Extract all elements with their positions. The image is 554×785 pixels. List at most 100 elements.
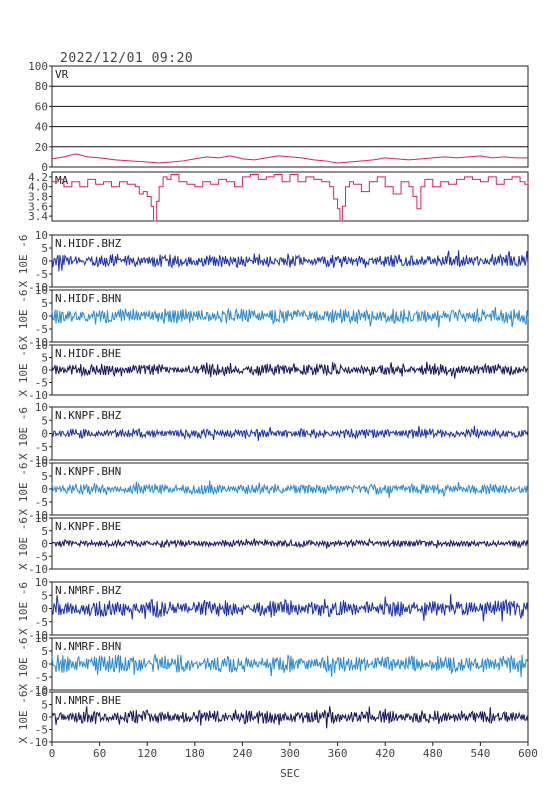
panel-label: N.HIDF.BHE bbox=[55, 347, 121, 360]
y-tick-label: -5 bbox=[35, 616, 48, 629]
y-tick-label: 3.8 bbox=[28, 191, 48, 204]
y-tick-label: 0 bbox=[41, 538, 48, 551]
y-tick-label: -10 bbox=[28, 389, 48, 402]
y-tick-label: 5 bbox=[41, 589, 48, 602]
y-tick-label: -10 bbox=[28, 454, 48, 467]
y-tick-label: 5 bbox=[41, 352, 48, 365]
y-tick-label: 5 bbox=[41, 699, 48, 712]
y-tick-label: 10 bbox=[35, 284, 48, 297]
x-tick-label: 600 bbox=[518, 747, 538, 760]
chart-title: 2022/12/01 09:20 bbox=[60, 51, 193, 66]
y-tick-label: 10 bbox=[35, 401, 48, 414]
y-tick-label: -5 bbox=[35, 441, 48, 454]
y-axis-label: X 10E -6 bbox=[17, 691, 30, 744]
y-tick-label: -10 bbox=[28, 736, 48, 749]
y-tick-label: 5 bbox=[41, 470, 48, 483]
y-tick-label: -10 bbox=[28, 629, 48, 642]
y-tick-label: 0 bbox=[41, 310, 48, 323]
y-tick-label: 10 bbox=[35, 632, 48, 645]
panel-label: N.KNPF.BHN bbox=[55, 465, 121, 478]
x-tick-label: 120 bbox=[137, 747, 157, 760]
y-tick-label: 10 bbox=[35, 512, 48, 525]
y-tick-label: 60 bbox=[35, 100, 48, 113]
panel-frame bbox=[51, 637, 529, 691]
y-tick-label: 0 bbox=[41, 658, 48, 671]
y-tick-label: 10 bbox=[35, 229, 48, 242]
y-tick-label: -5 bbox=[35, 323, 48, 336]
y-tick-label: 4.0 bbox=[28, 181, 48, 194]
y-tick-label: 40 bbox=[35, 121, 48, 134]
panel-vr: 100 80 60 40 20 0 VR bbox=[28, 60, 529, 174]
y-tick-label: 5 bbox=[41, 242, 48, 255]
y-axis-label: X 10E -6 bbox=[17, 235, 30, 288]
y-tick-label: 0 bbox=[41, 483, 48, 496]
y-tick-label: 0 bbox=[41, 711, 48, 724]
y-tick-label: -5 bbox=[35, 550, 48, 563]
x-tick-label: 360 bbox=[328, 747, 348, 760]
y-tick-label: 0 bbox=[41, 161, 48, 174]
y-tick-label: -10 bbox=[28, 336, 48, 349]
y-axis-label: X 10E -6 bbox=[17, 582, 30, 635]
y-tick-label: 5 bbox=[41, 414, 48, 427]
panel-label: VR bbox=[55, 68, 69, 81]
waveform bbox=[51, 361, 529, 379]
waveform bbox=[51, 537, 529, 549]
y-tick-label: 10 bbox=[35, 686, 48, 699]
y-tick-label: -5 bbox=[35, 496, 48, 509]
y-tick-label: 0 bbox=[41, 364, 48, 377]
x-axis-label: SEC bbox=[280, 767, 300, 780]
x-tick-label: 180 bbox=[185, 747, 205, 760]
y-tick-label: 0 bbox=[41, 255, 48, 268]
waveform bbox=[51, 250, 529, 272]
y-tick-label: -10 bbox=[28, 281, 48, 294]
waveform bbox=[51, 706, 529, 729]
y-tick-label: 80 bbox=[35, 80, 48, 93]
y-tick-label: 4.2 bbox=[28, 171, 48, 184]
panel-label: MA bbox=[55, 174, 69, 187]
y-tick-label: -10 bbox=[28, 509, 48, 522]
x-tick-label: 480 bbox=[423, 747, 443, 760]
y-tick-label: 10 bbox=[35, 457, 48, 470]
panel-label: N.HIDF.BHN bbox=[55, 292, 121, 305]
y-tick-label: 20 bbox=[35, 141, 48, 154]
panel-ma: 4.24.03.83.63.4 MA bbox=[28, 171, 529, 223]
y-tick-label: 0 bbox=[41, 603, 48, 616]
y-tick-label: 100 bbox=[28, 60, 48, 73]
x-tick-label: 420 bbox=[375, 747, 395, 760]
y-tick-label: 0 bbox=[41, 428, 48, 441]
panel-label: N.NMRF.BHE bbox=[55, 694, 121, 707]
y-tick-label: -5 bbox=[35, 724, 48, 737]
y-tick-label: 5 bbox=[41, 645, 48, 658]
y-axis-label: X 10E -6 bbox=[17, 407, 30, 460]
y-tick-label: -5 bbox=[35, 671, 48, 684]
x-tick-label: 540 bbox=[470, 747, 490, 760]
series-line-ma bbox=[52, 173, 529, 222]
y-axis-label: X 10E -6 bbox=[17, 463, 30, 516]
y-tick-label: -5 bbox=[35, 268, 48, 281]
y-axis-label: X 10E -6 bbox=[17, 290, 30, 343]
series-line-vr bbox=[51, 153, 528, 164]
x-tick-label: 60 bbox=[93, 747, 106, 760]
panels-group: 100806040200VR4.24.03.83.63.4MA1050-5-10… bbox=[17, 60, 538, 760]
panel-label: N.NMRF.BHN bbox=[55, 640, 121, 653]
x-tick-label: 300 bbox=[280, 747, 300, 760]
y-tick-label: -5 bbox=[35, 377, 48, 390]
panel-label: N.HIDF.BHZ bbox=[55, 237, 122, 250]
y-tick-label: -10 bbox=[28, 684, 48, 697]
waveform bbox=[51, 594, 529, 622]
y-axis-label: X 10E -6 bbox=[17, 517, 30, 570]
y-tick-label: 10 bbox=[35, 576, 48, 589]
waveform bbox=[51, 306, 529, 328]
y-axis-label: X 10E -6 bbox=[17, 638, 30, 691]
y-axis-label: X 10E -6 bbox=[17, 344, 30, 397]
